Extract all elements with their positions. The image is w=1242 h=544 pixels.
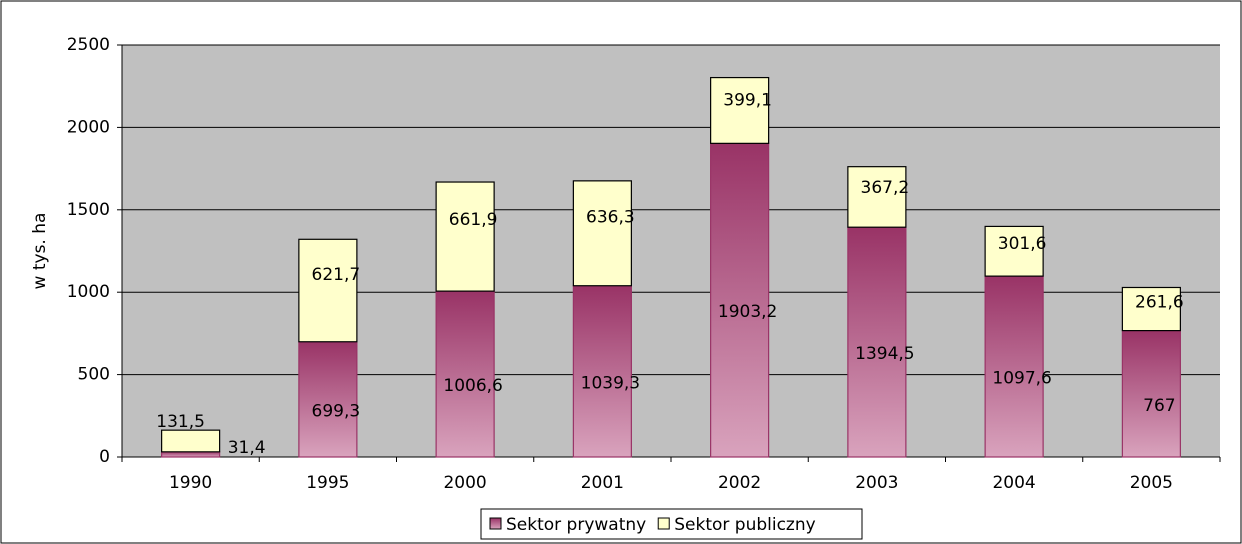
y-tick-label: 1500 — [67, 200, 110, 220]
value-label: 301,6 — [998, 234, 1047, 254]
bar-segment — [435, 181, 495, 292]
x-tick-label: 2005 — [1130, 473, 1173, 493]
bar-segment — [298, 238, 358, 343]
value-label: 399,1 — [723, 91, 772, 111]
value-label: 1006,6 — [443, 376, 502, 396]
y-tick-label: 1000 — [67, 282, 110, 302]
bar-segment — [1121, 329, 1181, 458]
bar-segment — [710, 142, 770, 458]
value-label: 621,7 — [312, 265, 361, 285]
bar-segment — [161, 429, 221, 453]
legend-box — [480, 508, 863, 540]
y-tick-label: 0 — [99, 447, 110, 467]
x-tick-label: 1995 — [306, 473, 349, 493]
value-label: 31,4 — [228, 438, 266, 458]
bar-segment — [984, 275, 1044, 458]
bar-segment — [1121, 286, 1181, 332]
bar-segment — [984, 225, 1044, 277]
value-label: 636,3 — [586, 208, 635, 228]
bar-segment — [572, 180, 632, 287]
value-label: 367,2 — [861, 178, 910, 198]
x-tick-label: 2000 — [443, 473, 486, 493]
value-label: 131,5 — [156, 412, 205, 432]
legend-label: Sektor publiczny — [674, 515, 815, 535]
legend-label: Sektor prywatny — [506, 515, 646, 535]
legend-swatch — [489, 517, 502, 530]
value-label: 261,6 — [1135, 293, 1184, 313]
value-label: 767 — [1143, 396, 1175, 416]
y-tick-label: 500 — [78, 365, 110, 385]
value-label: 1097,6 — [992, 369, 1051, 389]
legend: Sektor prywatny Sektor publiczny — [480, 508, 863, 540]
bar-segment — [710, 76, 770, 144]
x-tick-label: 2004 — [992, 473, 1035, 493]
x-tick-label: 2002 — [718, 473, 761, 493]
bar-segment — [847, 226, 907, 458]
bar-segment — [435, 290, 495, 458]
x-tick-label: 2001 — [581, 473, 624, 493]
x-tick-label: 1990 — [169, 473, 212, 493]
value-label: 1394,5 — [855, 344, 914, 364]
bar-segment — [298, 341, 358, 458]
y-tick-label: 2000 — [67, 117, 110, 137]
y-axis-label: w tys. ha — [30, 213, 50, 290]
value-label: 661,9 — [449, 210, 498, 230]
legend-swatch — [657, 517, 670, 530]
bar-segment — [847, 166, 907, 228]
bar-segment — [572, 285, 632, 458]
plot-area — [122, 45, 1220, 457]
x-tick-label: 2003 — [855, 473, 898, 493]
value-label: 1039,3 — [581, 373, 640, 393]
y-tick-label: 2500 — [67, 35, 110, 55]
value-label: 699,3 — [312, 401, 361, 421]
value-label: 1903,2 — [718, 302, 777, 322]
bar-segment — [161, 451, 221, 458]
